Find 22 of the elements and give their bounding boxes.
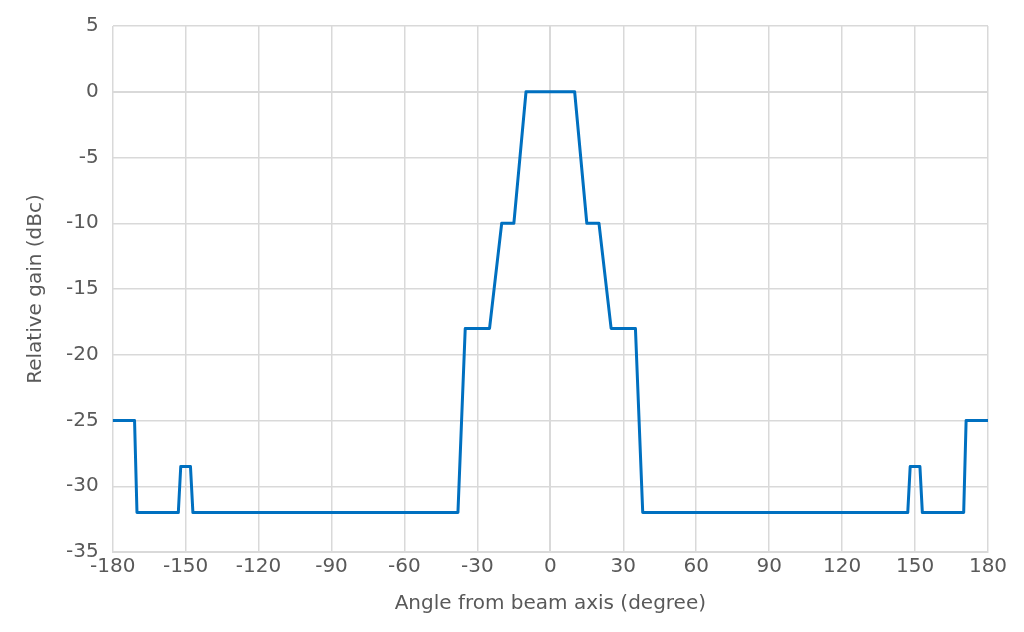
y-tick-label: -5	[78, 143, 99, 168]
y-axis-title: Relative gain (dBc)	[22, 194, 47, 384]
x-tick-label: -30	[461, 553, 494, 578]
x-tick-label: -90	[315, 553, 348, 578]
y-tick-label: -20	[65, 340, 99, 365]
x-tick-label: 150	[895, 553, 935, 578]
x-tick-label: 120	[823, 553, 862, 578]
x-axis-title: Angle from beam axis (degree)	[394, 590, 707, 615]
x-tick-label: 0	[543, 553, 557, 578]
y-tick-label: 0	[85, 77, 99, 102]
x-tick-label: -120	[235, 553, 282, 578]
x-tick-label: -60	[388, 553, 421, 578]
x-tick-label: 60	[683, 553, 709, 578]
y-tick-label: -25	[65, 406, 99, 431]
x-tick-label: -150	[162, 553, 209, 578]
x-tick-label: 180	[968, 553, 1008, 578]
y-tick-label: -10	[65, 209, 99, 234]
x-tick-label: 30	[610, 553, 636, 578]
y-tick-label: -15	[65, 275, 99, 300]
x-tick-label: 90	[756, 553, 782, 578]
y-tick-label: 5	[85, 12, 99, 37]
y-tick-label: -30	[65, 472, 99, 497]
